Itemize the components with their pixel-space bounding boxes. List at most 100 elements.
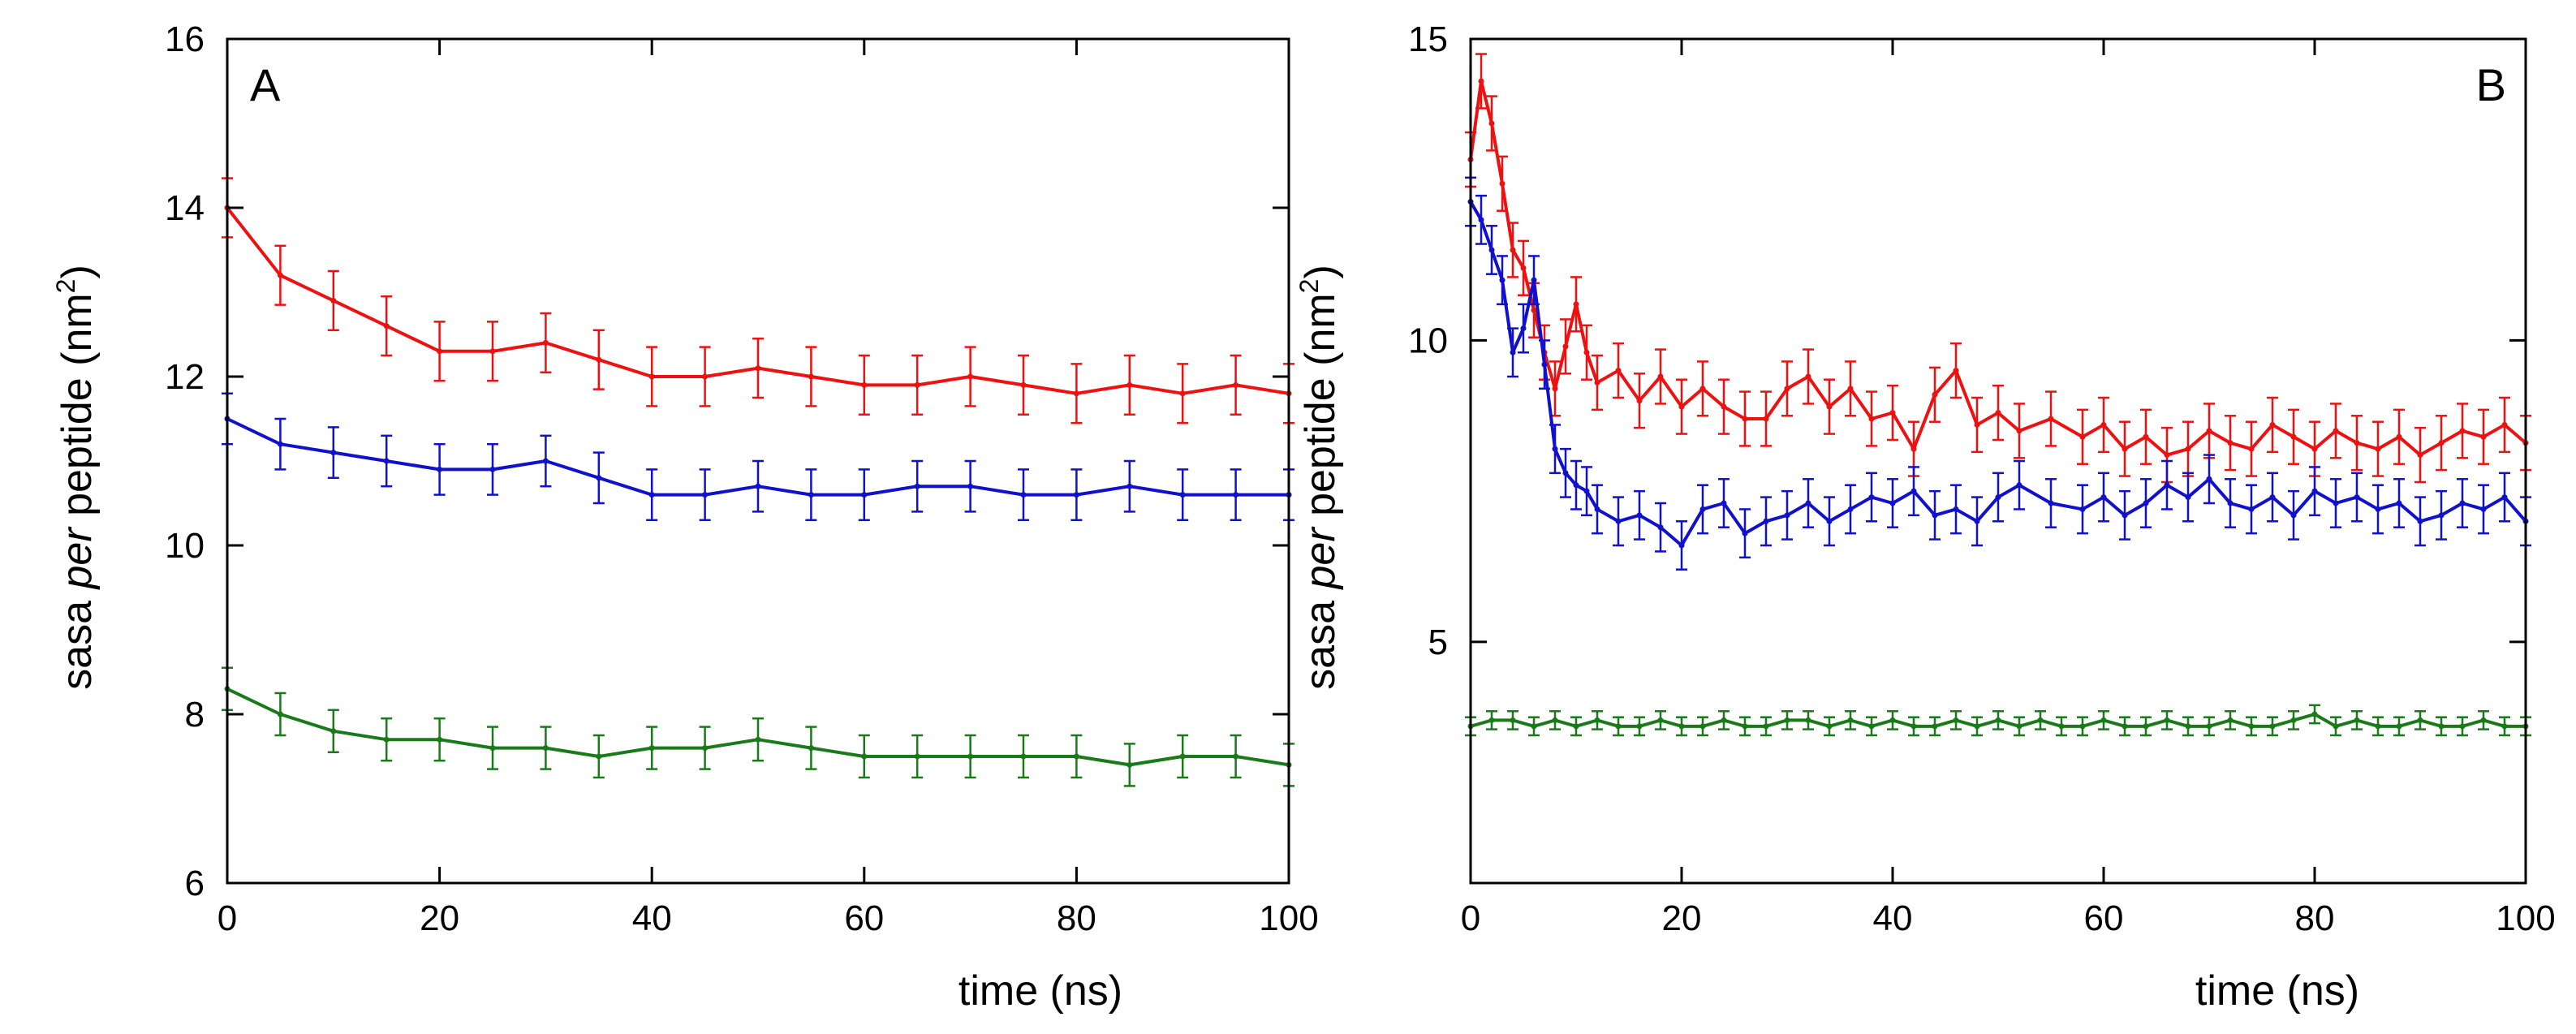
panel-b-point (1721, 403, 1727, 410)
panel-b-point (2333, 500, 2339, 506)
panel-b-x-tick-label: 60 (2084, 898, 2124, 938)
panel-a-point (330, 728, 337, 735)
panel-b-point (1784, 386, 1790, 392)
panel-a-point (1073, 390, 1079, 397)
panel-b-y-axis-label: sasa per peptide (nm2) (1294, 265, 1344, 690)
panel-b-point (1499, 277, 1506, 283)
panel-a-point (383, 323, 390, 330)
panel-a-point (1020, 381, 1027, 388)
panel-b-point (1763, 416, 1769, 422)
panel-b-point (2016, 723, 2022, 730)
panel-b-point (2269, 494, 2276, 501)
panel-b-point (2143, 723, 2149, 730)
panel-b-point (1573, 723, 1579, 730)
panel-a-point (1179, 492, 1186, 498)
panel-a-x-axis-label: time (ns) (958, 967, 1122, 1015)
panel-b-point (2396, 433, 2402, 440)
panel-b-point (2375, 446, 2381, 452)
panel-a-point (1233, 753, 1239, 760)
panel-b-point (2480, 433, 2487, 440)
panel-b-point (2333, 428, 2339, 434)
panel-b-point (1868, 494, 1875, 501)
panel-b-point (2269, 421, 2276, 428)
panel-b-x-tick-label: 0 (1461, 898, 1480, 938)
panel-b-point (1974, 518, 1980, 524)
panel-b-x-tick-label: 100 (2496, 898, 2555, 938)
panel-b-point (1721, 717, 1727, 723)
panel-a-point (277, 441, 283, 447)
panel-b-point (2459, 428, 2466, 434)
panel-b-point (1594, 717, 1600, 723)
panel-b: 0 20 40 60 80 100 5 10 15 B time (ns) sasa per p… (1294, 19, 2556, 1015)
panel-b-point (2079, 506, 2086, 512)
panel-b-point (2375, 506, 2381, 512)
panel-b-point (2164, 482, 2170, 489)
panel-a-point (1020, 492, 1027, 498)
panel-b-point (1636, 723, 1643, 730)
panel-b-point (2143, 433, 2149, 440)
panel-b-point (1510, 349, 1516, 355)
panel-a-point (648, 745, 655, 752)
panel-a-point (277, 272, 283, 278)
panel-b-point (2185, 494, 2191, 501)
panel-b-point (2290, 433, 2297, 440)
panel-b-point (1995, 494, 2001, 501)
panel-b-point (1657, 373, 1664, 380)
panel-a-point (702, 373, 709, 380)
panel-b-point (1784, 717, 1790, 723)
panel-b-point (2143, 500, 2149, 506)
panel-b-point (1636, 398, 1643, 404)
panel-b-point (1784, 512, 1790, 519)
panel-b-point (2248, 446, 2255, 452)
panel-b-point (2227, 500, 2234, 506)
panel-b-point (1953, 506, 1959, 512)
panel-b-ylabel-prefix: sasa (1297, 589, 1344, 690)
panel-b-y-tick-label: 5 (1428, 623, 1448, 662)
panel-b-point (1510, 247, 1516, 253)
panel-a-point (330, 450, 337, 456)
panel-a-point (383, 458, 390, 464)
panel-a-ylabel-close: ) (54, 265, 101, 278)
panel-b-series-red (1465, 53, 2531, 484)
panel-b-point (2354, 440, 2360, 446)
panel-a-point (967, 483, 974, 489)
panel-a-point (967, 753, 974, 760)
panel-b-point (2185, 723, 2191, 730)
panel-b-point (2016, 428, 2022, 434)
panel-b-ylabel-sup: 2 (1294, 279, 1324, 294)
panel-b-ticks: 0 20 40 60 80 100 5 10 15 (1408, 19, 2556, 938)
panel-b-point (2311, 446, 2318, 452)
panel-a-point (1073, 753, 1079, 760)
panel-a-point (808, 745, 814, 752)
panel-b-point (1910, 446, 1917, 452)
panel-a-label: A (250, 59, 281, 110)
panel-a-y-tick-label: 12 (165, 357, 205, 397)
panel-b-point (2079, 723, 2086, 730)
panel-b-point (1889, 410, 1896, 416)
panel-a-point (967, 373, 974, 380)
panel-b-point (1953, 368, 1959, 374)
panel-b-point (1699, 723, 1706, 730)
panel-b-x-axis-label: time (ns) (2195, 967, 2359, 1015)
panel-b-point (2269, 723, 2276, 730)
panel-b-point (1974, 421, 1980, 428)
panel-b-point (1932, 723, 1938, 730)
panel-b-series-layer (1465, 53, 2531, 737)
panel-a-point (383, 736, 390, 743)
panel-b-point (1657, 524, 1664, 531)
panel-b-point (1763, 723, 1769, 730)
panel-b-point (2438, 512, 2445, 519)
panel-a-point (914, 753, 920, 760)
panel-b-point (2122, 512, 2128, 519)
panel-a-point (648, 373, 655, 380)
panel-a-series-layer (222, 177, 1294, 787)
panel-a-point (702, 745, 709, 752)
panel-b-point (1499, 180, 1506, 187)
panel-a-point (437, 736, 443, 743)
panel-b-point (1478, 217, 1484, 223)
panel-b-point (2079, 433, 2086, 440)
panel-a-ticks: 0 20 40 60 80 100 6 8 10 12 14 16 (165, 19, 1319, 938)
panel-b-point (2480, 717, 2487, 723)
panel-a-point (1233, 492, 1239, 498)
panel-b-point (2417, 452, 2423, 459)
